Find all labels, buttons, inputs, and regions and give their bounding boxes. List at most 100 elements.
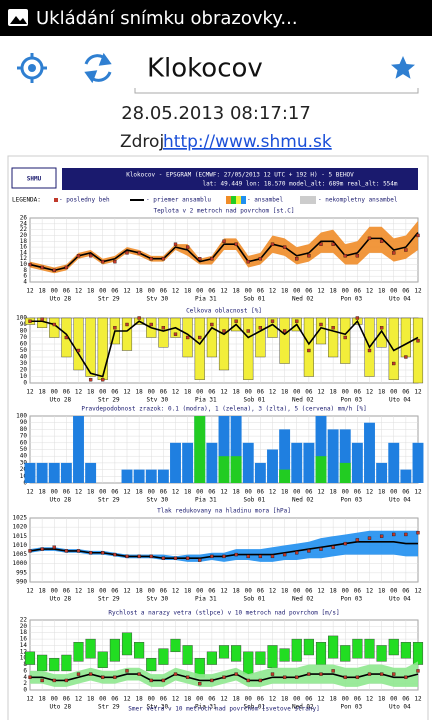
x-tick-label: 12 (269, 389, 277, 396)
x-tick-label: 00 (245, 696, 253, 703)
day-label: Pon 03 (340, 397, 362, 404)
prob-bar (400, 469, 412, 483)
x-tick-label: 12 (123, 696, 131, 703)
ensemble-bar (218, 317, 230, 371)
x-tick-label: 18 (330, 489, 338, 496)
x-tick-label: 12 (123, 588, 131, 595)
image-icon-shape (10, 16, 27, 24)
y-tick-label: 70 (20, 334, 28, 341)
x-tick-label: 18 (136, 588, 144, 595)
ensemble-bar (158, 317, 169, 348)
legend-swatch (236, 196, 241, 204)
prob-bar (230, 456, 242, 483)
last-run-point (125, 669, 129, 673)
x-tick-label: 12 (75, 389, 83, 396)
x-tick-label: 12 (172, 489, 180, 496)
x-tick-label: 06 (63, 588, 71, 595)
last-run-point (222, 554, 226, 559)
prob-bar (364, 422, 375, 483)
x-tick-label: 18 (233, 288, 241, 295)
day-label: Pia 31 (195, 704, 217, 711)
x-tick-label: 00 (99, 696, 107, 703)
x-tick-label: 12 (366, 489, 374, 496)
x-tick-label: 06 (208, 389, 216, 396)
x-tick-label: 12 (75, 696, 83, 703)
day-label: Stv 30 (146, 596, 168, 603)
x-tick-label: 00 (196, 489, 204, 496)
last-run-point (210, 322, 214, 327)
source-link[interactable]: http://www.shmu.sk (163, 132, 332, 152)
x-tick-label: 12 (26, 288, 34, 295)
x-tick-label: 18 (136, 696, 144, 703)
x-tick-label: 06 (208, 288, 216, 295)
y-tick-label: 20 (20, 367, 28, 374)
last-run-point (404, 532, 408, 537)
last-run-point (355, 675, 360, 679)
x-tick-label: 00 (99, 489, 107, 496)
x-tick-label: 12 (172, 588, 180, 595)
y-tick-label: 26 (20, 215, 28, 222)
day-label: Uto 04 (389, 397, 411, 404)
day-label: Sob 01 (243, 596, 265, 603)
subheader: lat: 49.449 lon: 18.570 model_alt: 689m … (202, 181, 397, 188)
x-tick-label: 12 (414, 588, 422, 595)
y-tick-label: 90 (20, 321, 28, 328)
prob-bar (254, 462, 266, 483)
last-run-point (307, 348, 311, 353)
x-tick-label: 00 (390, 288, 398, 295)
x-tick-label: 00 (148, 389, 156, 396)
location-input[interactable]: Klokocov (147, 54, 263, 84)
ensemble-bar (37, 654, 48, 672)
y-tick-label: 4 (23, 674, 27, 681)
day-label: Pia 31 (195, 296, 217, 303)
input-underline (134, 88, 419, 94)
x-tick-label: 18 (87, 489, 95, 496)
x-tick-label: 06 (305, 696, 313, 703)
day-label: Pia 31 (195, 596, 217, 603)
ensemble-bar (388, 317, 399, 380)
x-tick-label: 00 (51, 389, 59, 396)
last-run-point (392, 532, 396, 537)
day-label: Sob 01 (243, 704, 265, 711)
prob-bar (218, 456, 230, 483)
last-run-point (76, 672, 81, 676)
day-label: Pon 03 (340, 704, 362, 711)
favorite-button[interactable] (391, 56, 415, 79)
last-run-point (258, 678, 263, 683)
day-label: Pia 31 (195, 397, 217, 404)
last-run-point (416, 530, 420, 535)
mean-line (30, 319, 419, 378)
x-tick-label: 18 (39, 288, 47, 295)
x-tick-label: 18 (378, 696, 386, 703)
last-run-point (234, 552, 238, 557)
last-run-point (343, 541, 347, 546)
ensemble-bar (182, 645, 193, 665)
prob-bar (279, 429, 291, 483)
legend-item: - posledny beh (59, 197, 110, 204)
x-tick-label: 06 (208, 588, 216, 595)
x-tick-label: 18 (378, 288, 386, 295)
day-label: Uto 28 (49, 497, 71, 504)
x-tick-label: 00 (245, 389, 253, 396)
y-tick-label: 1020 (13, 524, 28, 531)
last-run-point (282, 329, 287, 333)
last-run-point (367, 536, 372, 540)
ensemble-bar (340, 317, 351, 364)
locate-button[interactable] (17, 53, 47, 83)
x-tick-label: 00 (342, 588, 350, 595)
last-run-point (258, 326, 263, 330)
ensemble-bar (303, 638, 314, 656)
y-tick-label: 1005 (13, 551, 28, 558)
status-title: Ukládání snímku obrazovky... (36, 8, 298, 29)
datetime: 28.05.2013 08:17:17 (121, 103, 311, 124)
legend-item: - ansambel (247, 197, 284, 204)
panel-title: Rychlost a narazy vetra (stlpce) v 10 me… (108, 610, 339, 617)
y-tick-label: 14 (20, 249, 28, 256)
refresh-button[interactable] (84, 52, 112, 84)
x-tick-label: 00 (148, 288, 156, 295)
last-run-point (404, 355, 408, 359)
x-tick-label: 06 (402, 288, 410, 295)
last-run-point (270, 242, 275, 246)
prob-bar (60, 462, 72, 483)
ensemble-bar (279, 648, 290, 662)
